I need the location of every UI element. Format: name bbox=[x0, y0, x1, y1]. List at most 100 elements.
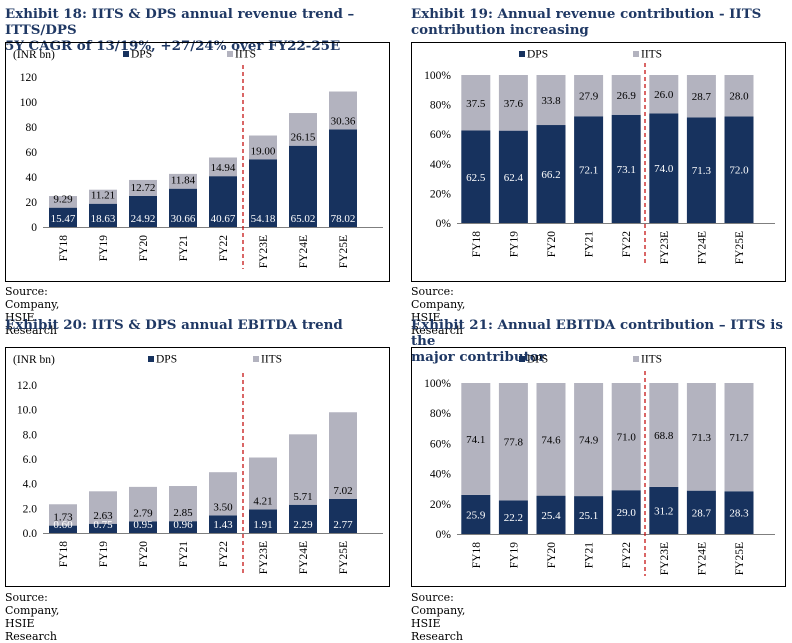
ex18-xtick-FY23E: FY23E bbox=[258, 235, 270, 268]
ex19-ytick-1: 20% bbox=[430, 188, 452, 200]
ex18-xtick-FY22: FY22 bbox=[218, 235, 230, 261]
ex21-xtick-FY24E: FY24E bbox=[696, 542, 708, 575]
ex21-legend-iits: IITS bbox=[641, 354, 662, 366]
ex21-label-iits-FY20: 74.6 bbox=[541, 434, 561, 446]
ex18-label-dps-FY21: 30.66 bbox=[171, 213, 196, 225]
ex19-bar-dps-FY18 bbox=[461, 130, 491, 223]
ex19-label-iits-FY24E: 28.7 bbox=[692, 91, 712, 103]
ex21-legend-dps: DPS bbox=[527, 354, 548, 366]
ex18-ytick-4: 80 bbox=[26, 122, 38, 134]
ex19-bar-dps-FY24E bbox=[686, 117, 716, 223]
ex18-label-dps-FY22: 40.67 bbox=[211, 213, 236, 225]
exhibit-20-title: Exhibit 20: IITS & DPS annual EBITDA tre… bbox=[5, 317, 390, 333]
ex20-label-iits-FY23E: 4.21 bbox=[253, 495, 272, 507]
ex18-bar-iits-FY22 bbox=[209, 157, 237, 177]
ex21-label-dps-FY22: 29.0 bbox=[617, 507, 637, 519]
ex21-bar-iits-FY24E bbox=[686, 383, 716, 491]
exhibit-20-chart: (INR bn) DPS IITS 0.0 2.0 4.0 6.0 8.0 10.0 12.0 0.… bbox=[5, 347, 390, 587]
ex19-label-iits-FY23E: 26.0 bbox=[654, 89, 674, 101]
ex18-xtick-FY25E: FY25E bbox=[338, 235, 350, 268]
ex19-legend-swatch-dps bbox=[519, 51, 525, 57]
ex18-bar-dps-FY21 bbox=[169, 188, 197, 227]
ex19-label-dps-FY23E: 74.0 bbox=[654, 163, 674, 175]
ex20-label-iits-FY25E: 7.02 bbox=[333, 485, 352, 497]
ex18-ytick-0: 0 bbox=[31, 222, 37, 234]
ex21-xtick-FY23E: FY23E bbox=[659, 542, 671, 575]
ex19-legend-iits: IITS bbox=[641, 49, 662, 61]
ex19-ytick-5: 100% bbox=[424, 70, 451, 82]
ex18-label-iits-FY20: 12.72 bbox=[131, 182, 156, 194]
ex19-bar-dps-FY23E bbox=[649, 113, 679, 223]
ex20-legend-swatch-iits bbox=[253, 356, 259, 362]
ex21-label-iits-FY23E: 68.8 bbox=[654, 430, 674, 442]
ex18-bar-iits-FY23E bbox=[249, 135, 277, 160]
ex20-label-iits-FY18: 1.73 bbox=[53, 512, 73, 524]
ex18-legend-swatch-iits bbox=[227, 51, 233, 57]
exhibit-21-title-line-1: Exhibit 21: Annual EBITDA contribution –… bbox=[411, 317, 783, 349]
exhibit-20-title-line-1: Exhibit 20: IITS & DPS annual EBITDA tre… bbox=[5, 317, 343, 333]
ex21-xtick-FY19: FY19 bbox=[508, 542, 520, 568]
ex18-label-dps-FY23E: 54.18 bbox=[251, 213, 276, 225]
ex20-ytick-1: 2.0 bbox=[23, 503, 38, 515]
ex21-label-dps-FY23E: 31.2 bbox=[654, 505, 673, 517]
ex20-bar-iits-FY25E bbox=[329, 412, 357, 499]
ex20-ytick-3: 6.0 bbox=[23, 454, 38, 466]
ex19-bar-iits-FY20 bbox=[536, 75, 566, 126]
exhibit-21-source: Source: Company, HSIE Research bbox=[411, 591, 466, 643]
ex18-label-iits-FY22: 14.94 bbox=[211, 162, 236, 174]
ex21-bar-dps-FY18 bbox=[461, 494, 491, 534]
ex20-bar-dps-FY18 bbox=[49, 525, 77, 533]
ex21-ytick-3: 60% bbox=[430, 438, 452, 450]
ex20-bar-dps-FY23E bbox=[249, 509, 277, 533]
ex18-bar-iits-FY18 bbox=[49, 196, 77, 208]
ex20-label-dps-FY19: 0.75 bbox=[93, 519, 113, 531]
ex19-legend-dps: DPS bbox=[527, 49, 548, 61]
ex20-xtick-FY19: FY19 bbox=[98, 541, 110, 567]
ex19-ytick-4: 80% bbox=[430, 100, 452, 112]
ex20-label-dps-FY24E: 2.29 bbox=[293, 519, 313, 531]
ex18-frame bbox=[5, 42, 390, 282]
ex20-xtick-FY20: FY20 bbox=[138, 541, 150, 567]
ex20-legend-dps: DPS bbox=[156, 354, 177, 366]
ex19-xtick-FY18: FY18 bbox=[471, 231, 483, 257]
ex18-bar-dps-FY24E bbox=[289, 145, 317, 227]
ex20-bar-iits-FY22 bbox=[209, 472, 237, 516]
ex19-label-dps-FY18: 62.5 bbox=[466, 172, 486, 184]
ex20-bar-iits-FY23E bbox=[249, 457, 277, 510]
exhibit-18-chart: (INR bn) DPS IITS 0 20 40 60 80 100 120 15.47 9.29 F… bbox=[5, 42, 390, 282]
ex19-xtick-FY19: FY19 bbox=[508, 231, 520, 257]
ex20-frame bbox=[5, 347, 390, 587]
exhibit-19-title-line-2: contribution increasing bbox=[411, 22, 589, 38]
ex21-label-iits-FY19: 77.8 bbox=[504, 437, 524, 449]
exhibit-19-chart: DPS IITS 0% 20% 40% 60% 80% 100% 62.5 37.5 FY18 62.… bbox=[411, 42, 786, 282]
ex21-xtick-FY22: FY22 bbox=[621, 542, 633, 568]
ex18-label-dps-FY18: 15.47 bbox=[51, 213, 76, 225]
ex18-ytick-3: 60 bbox=[26, 147, 38, 159]
ex18-bar-dps-FY18 bbox=[49, 207, 77, 227]
ex20-label-iits-FY21: 2.85 bbox=[173, 507, 193, 519]
ex21-label-dps-FY24E: 28.7 bbox=[692, 507, 712, 519]
ex19-label-dps-FY20: 66.2 bbox=[541, 169, 560, 181]
ex20-bar-dps-FY19 bbox=[89, 523, 117, 533]
ex18-label-iits-FY24E: 26.15 bbox=[291, 132, 316, 144]
ex18-label-dps-FY20: 24.92 bbox=[131, 213, 156, 225]
ex18-bar-iits-FY21 bbox=[169, 173, 197, 189]
ex19-ytick-0: 0% bbox=[436, 218, 452, 230]
ex18-bar-iits-FY25E bbox=[329, 91, 357, 130]
ex19-legend-swatch-iits bbox=[633, 51, 639, 57]
ex19-ytick-3: 60% bbox=[430, 129, 452, 141]
ex21-label-iits-FY18: 74.1 bbox=[466, 434, 485, 446]
ex20-bar-iits-FY18 bbox=[49, 504, 77, 526]
ex19-xtick-FY24E: FY24E bbox=[696, 231, 708, 264]
ex18-bar-dps-FY23E bbox=[249, 159, 277, 227]
ex18-bar-iits-FY19 bbox=[89, 189, 117, 204]
ex21-bar-dps-FY20 bbox=[536, 495, 566, 534]
ex21-bar-iits-FY21 bbox=[574, 383, 604, 497]
ex19-xtick-FY25E: FY25E bbox=[734, 231, 746, 264]
exhibit-21-title-line-2: major contributor bbox=[411, 349, 546, 365]
ex20-label-dps-FY25E: 2.77 bbox=[333, 519, 353, 531]
ex20-label-iits-FY24E: 5.71 bbox=[293, 491, 312, 503]
ex21-bar-iits-FY22 bbox=[611, 383, 641, 491]
ex21-ytick-5: 100% bbox=[424, 378, 451, 390]
ex19-bar-dps-FY22 bbox=[611, 114, 641, 223]
